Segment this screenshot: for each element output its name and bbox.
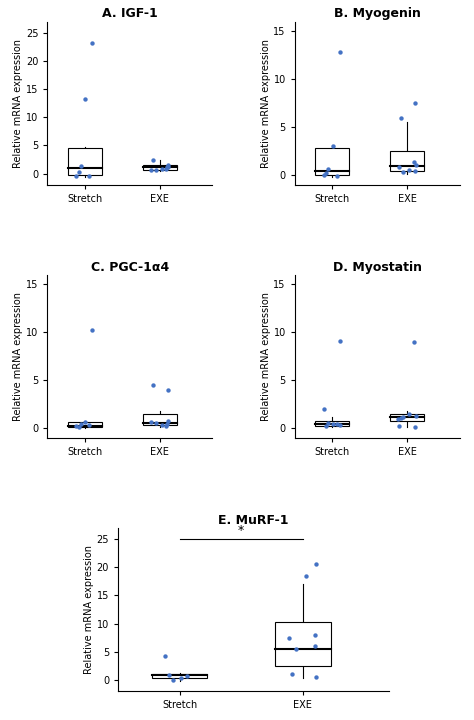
- Point: [411, 97, 419, 109]
- Bar: [315, 420, 349, 426]
- Point: [164, 415, 172, 426]
- Point: [162, 651, 169, 662]
- Point: [77, 160, 84, 171]
- Point: [285, 632, 293, 644]
- Y-axis label: Relative mRNA expression: Relative mRNA expression: [13, 292, 23, 421]
- Y-axis label: Relative mRNA expression: Relative mRNA expression: [261, 292, 271, 421]
- Point: [158, 419, 165, 431]
- Point: [320, 169, 328, 181]
- Point: [149, 154, 157, 166]
- Point: [395, 420, 403, 431]
- Title: A. IGF-1: A. IGF-1: [102, 7, 158, 20]
- Point: [322, 168, 330, 179]
- Point: [400, 166, 407, 178]
- Bar: [391, 151, 424, 171]
- Point: [312, 559, 320, 570]
- Bar: [152, 675, 208, 678]
- Point: [75, 166, 82, 178]
- Point: [158, 163, 165, 175]
- Bar: [68, 422, 102, 428]
- Point: [412, 159, 419, 171]
- Bar: [68, 148, 102, 176]
- Point: [410, 336, 418, 348]
- Text: *: *: [238, 524, 245, 537]
- Point: [183, 670, 191, 682]
- Title: C. PGC-1α4: C. PGC-1α4: [91, 261, 169, 274]
- Point: [336, 47, 344, 58]
- Point: [322, 420, 330, 431]
- Point: [394, 413, 402, 425]
- Point: [400, 411, 407, 423]
- Bar: [275, 623, 330, 666]
- Point: [89, 37, 96, 49]
- Point: [336, 336, 344, 347]
- Point: [77, 418, 84, 429]
- Point: [82, 94, 89, 105]
- Point: [411, 420, 419, 432]
- Bar: [143, 414, 177, 425]
- Point: [312, 671, 320, 683]
- Point: [163, 163, 170, 174]
- Point: [85, 170, 93, 181]
- Point: [148, 416, 155, 428]
- Point: [89, 325, 96, 336]
- Point: [405, 408, 413, 420]
- Point: [165, 670, 173, 681]
- Point: [397, 412, 404, 423]
- Point: [302, 570, 310, 582]
- Point: [397, 112, 404, 123]
- Point: [412, 410, 419, 422]
- Title: D. Myostatin: D. Myostatin: [333, 261, 422, 274]
- Point: [169, 675, 176, 686]
- Point: [395, 161, 403, 172]
- Point: [164, 161, 172, 173]
- Point: [177, 672, 184, 683]
- Point: [324, 417, 332, 428]
- Point: [164, 384, 172, 396]
- Point: [336, 419, 343, 431]
- Bar: [143, 165, 177, 170]
- Title: E. MuRF-1: E. MuRF-1: [219, 513, 289, 527]
- Title: B. Myogenin: B. Myogenin: [334, 7, 421, 20]
- Point: [324, 163, 332, 174]
- Point: [333, 171, 340, 182]
- Point: [82, 416, 89, 428]
- Y-axis label: Relative mRNA expression: Relative mRNA expression: [13, 39, 23, 168]
- Point: [152, 164, 160, 176]
- Point: [410, 156, 418, 168]
- Point: [320, 403, 328, 415]
- Point: [311, 629, 319, 641]
- Point: [149, 379, 157, 391]
- Point: [405, 163, 413, 175]
- Bar: [315, 148, 349, 175]
- Point: [410, 166, 418, 177]
- Point: [163, 418, 171, 429]
- Bar: [391, 414, 424, 420]
- Point: [163, 420, 170, 431]
- Point: [311, 640, 319, 652]
- Point: [75, 422, 82, 433]
- Point: [152, 417, 160, 428]
- Point: [73, 420, 80, 431]
- Point: [329, 140, 337, 152]
- Point: [333, 418, 340, 429]
- Point: [292, 643, 300, 654]
- Y-axis label: Relative mRNA expression: Relative mRNA expression: [84, 545, 94, 674]
- Point: [73, 171, 80, 182]
- Y-axis label: Relative mRNA expression: Relative mRNA expression: [261, 39, 271, 168]
- Point: [163, 162, 171, 174]
- Point: [85, 419, 93, 431]
- Point: [148, 164, 155, 176]
- Point: [164, 159, 172, 171]
- Point: [288, 669, 296, 680]
- Point: [329, 418, 337, 429]
